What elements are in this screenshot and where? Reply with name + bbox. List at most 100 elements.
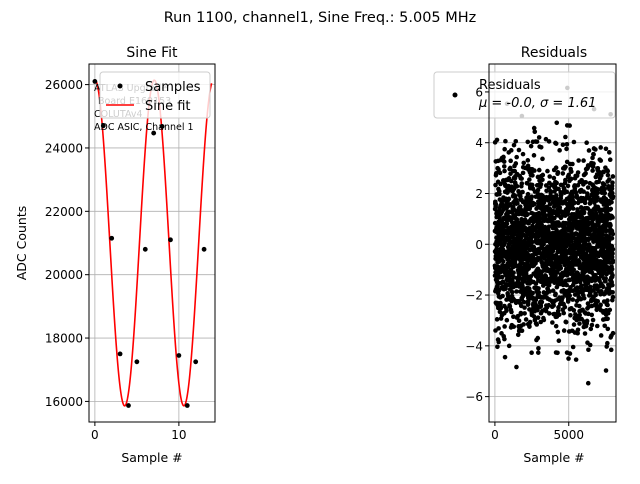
residual-point	[527, 319, 533, 325]
residual-point	[569, 169, 574, 174]
residual-point	[500, 293, 505, 299]
residual-point	[497, 191, 502, 197]
residual-point	[610, 251, 615, 256]
residual-point	[514, 289, 519, 294]
residual-point	[495, 344, 500, 350]
sample-point	[109, 235, 115, 241]
residual-point	[529, 350, 534, 356]
residual-point	[556, 338, 562, 344]
residual-point	[531, 153, 537, 158]
residual-point	[516, 147, 522, 153]
residual-point	[546, 139, 552, 144]
residual-point	[514, 154, 519, 160]
residual-point	[610, 289, 615, 295]
residual-point	[605, 168, 611, 174]
residual-point	[571, 308, 577, 313]
residual-point	[588, 326, 594, 332]
sample-point	[151, 130, 157, 136]
sample-point	[134, 359, 140, 365]
residual-point	[539, 222, 544, 227]
residual-point	[535, 335, 541, 341]
residual-point	[570, 195, 576, 200]
residual-point	[610, 246, 616, 252]
residual-point	[514, 364, 519, 370]
sample-point	[168, 237, 173, 243]
residual-point	[540, 177, 545, 183]
residual-point	[511, 270, 516, 276]
residual-point	[494, 246, 500, 251]
residual-point	[586, 148, 592, 153]
residual-point	[599, 173, 604, 178]
residual-point	[546, 311, 552, 316]
residual-point	[598, 333, 604, 338]
residuals-ytick-label: −4	[465, 339, 483, 353]
residual-point	[577, 259, 582, 265]
sample-point	[201, 246, 207, 252]
residual-point	[605, 298, 610, 303]
residual-point	[546, 224, 552, 229]
residual-point	[598, 145, 603, 150]
sample-point	[92, 79, 98, 84]
residual-point	[607, 157, 613, 162]
residual-point	[513, 138, 519, 144]
residual-point	[540, 172, 546, 178]
residual-point	[573, 254, 578, 260]
residual-point	[515, 200, 520, 206]
residual-point	[585, 185, 591, 190]
sample-point	[100, 123, 106, 129]
residual-point	[508, 158, 513, 164]
residual-point	[534, 322, 540, 327]
residual-point	[605, 316, 610, 322]
residual-point	[564, 146, 569, 152]
residual-point	[553, 165, 559, 171]
residual-point	[608, 347, 614, 353]
residual-point	[595, 298, 601, 304]
residual-point	[609, 266, 615, 272]
residual-point	[569, 229, 574, 235]
residual-point	[593, 292, 599, 298]
residual-point	[525, 212, 530, 217]
residual-point	[560, 171, 566, 176]
residual-point	[551, 303, 556, 308]
residual-point	[594, 323, 600, 329]
residual-point	[609, 199, 614, 205]
residual-point	[557, 148, 562, 153]
residual-point	[610, 273, 615, 278]
residual-point	[607, 307, 613, 313]
residual-point	[589, 312, 595, 318]
residual-point	[553, 323, 559, 329]
residual-point	[504, 308, 509, 314]
residual-point	[566, 356, 571, 361]
residual-point	[509, 178, 514, 184]
residual-point	[566, 172, 572, 178]
residual-point	[513, 161, 519, 166]
residual-point	[570, 297, 576, 302]
residual-point	[521, 232, 526, 238]
residual-point	[603, 368, 609, 373]
residual-point	[583, 171, 588, 176]
residual-point	[586, 311, 591, 317]
residual-point	[547, 289, 552, 294]
residual-point	[593, 147, 598, 152]
residuals-points-layer	[492, 85, 616, 386]
residual-point	[506, 343, 512, 349]
residual-point	[586, 347, 591, 353]
residual-point	[595, 195, 600, 200]
sample-point	[142, 246, 148, 252]
residual-point	[567, 293, 573, 298]
sine-fit-ytick-label: 22000	[45, 205, 83, 219]
residual-point	[568, 176, 574, 182]
residual-point	[565, 183, 571, 189]
residual-point	[605, 302, 610, 308]
residual-point	[540, 193, 546, 199]
residual-point	[605, 172, 611, 178]
residual-point	[610, 215, 615, 220]
residual-point	[590, 155, 595, 161]
residual-point	[508, 148, 514, 153]
residual-point	[563, 319, 569, 325]
residual-point	[498, 300, 503, 306]
residual-point	[610, 282, 615, 288]
residual-point	[609, 235, 615, 241]
residuals-legend-marker	[452, 92, 458, 98]
